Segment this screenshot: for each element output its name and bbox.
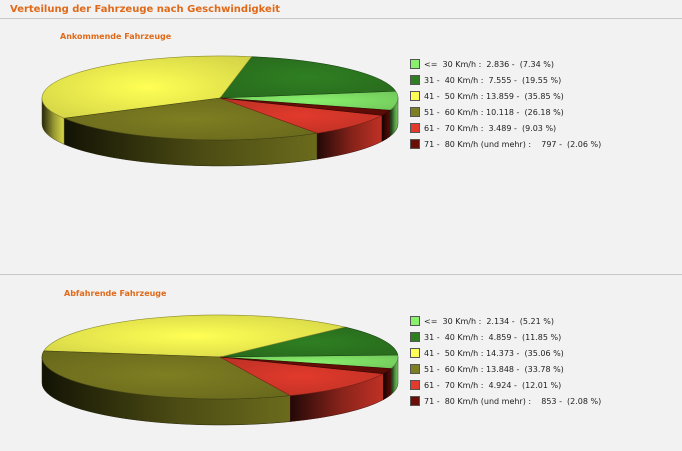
legend-swatch <box>410 75 420 85</box>
legend-item: 61 - 70 Km/h : 3.489 - (9.03 %) <box>410 120 601 136</box>
pie-slice-1-3 <box>41 350 292 400</box>
header-divider <box>0 18 682 19</box>
legend-swatch <box>410 91 420 101</box>
legend-swatch <box>410 123 420 133</box>
pie-slice-1-4 <box>219 356 385 396</box>
pie-slice-0-1 <box>219 56 397 99</box>
legend-label: 61 - 70 Km/h : 3.489 - (9.03 %) <box>424 123 557 133</box>
legend-swatch <box>410 380 420 390</box>
chart-1-title: Ankommende Fahrzeuge <box>60 32 172 41</box>
pie-chart-abfahrende <box>41 314 399 426</box>
legend-swatch <box>410 107 420 117</box>
legend-ankommende: <= 30 Km/h : 2.836 - (7.34 %) 31 - 40 Km… <box>410 56 601 152</box>
legend-item: 61 - 70 Km/h : 4.924 - (12.01 %) <box>410 377 601 393</box>
legend-swatch <box>410 139 420 149</box>
legend-label: 41 - 50 Km/h : 13.859 - (35.85 %) <box>424 91 564 101</box>
pie-chart-ankommende <box>41 55 399 167</box>
legend-label: 31 - 40 Km/h : 7.555 - (19.55 %) <box>424 75 562 85</box>
pie-slice-0-3 <box>62 97 318 141</box>
legend-item: 41 - 50 Km/h : 13.859 - (35.85 %) <box>410 88 601 104</box>
legend-label: <= 30 Km/h : 2.134 - (5.21 %) <box>424 316 554 326</box>
legend-label: 51 - 60 Km/h : 10.118 - (26.18 %) <box>424 107 564 117</box>
legend-item: 31 - 40 Km/h : 4.859 - (11.85 %) <box>410 329 601 345</box>
legend-swatch <box>410 332 420 342</box>
pie-slice-0-5 <box>219 97 392 116</box>
legend-label: 71 - 80 Km/h (und mehr) : 797 - (2.06 %) <box>424 139 602 149</box>
pie-slice-0-4 <box>219 97 384 134</box>
pie-slice-1-2 <box>43 314 346 358</box>
legend-label: 61 - 70 Km/h : 4.924 - (12.01 %) <box>424 380 562 390</box>
pie-slice-1-1 <box>219 326 399 358</box>
legend-swatch <box>410 364 420 374</box>
legend-item: 71 - 80 Km/h (und mehr) : 797 - (2.06 %) <box>410 136 601 152</box>
legend-item: 71 - 80 Km/h (und mehr) : 853 - (2.08 %) <box>410 393 601 409</box>
legend-label: 51 - 60 Km/h : 13.848 - (33.78 %) <box>424 364 564 374</box>
chart-2-title: Abfahrende Fahrzeuge <box>64 289 167 298</box>
legend-item: <= 30 Km/h : 2.134 - (5.21 %) <box>410 313 601 329</box>
legend-item: 31 - 40 Km/h : 7.555 - (19.55 %) <box>410 72 601 88</box>
legend-item: 51 - 60 Km/h : 13.848 - (33.78 %) <box>410 361 601 377</box>
legend-swatch <box>410 316 420 326</box>
legend-label: 41 - 50 Km/h : 14.373 - (35.06 %) <box>424 348 564 358</box>
legend-swatch <box>410 59 420 69</box>
legend-item: 51 - 60 Km/h : 10.118 - (26.18 %) <box>410 104 601 120</box>
page-title: Verteilung der Fahrzeuge nach Geschwindi… <box>10 4 281 15</box>
pie-slice-1-5 <box>219 356 392 375</box>
legend-abfahrende: <= 30 Km/h : 2.134 - (5.21 %) 31 - 40 Km… <box>410 313 601 409</box>
legend-label: 31 - 40 Km/h : 4.859 - (11.85 %) <box>424 332 562 342</box>
legend-label: 71 - 80 Km/h (und mehr) : 853 - (2.08 %) <box>424 396 602 406</box>
legend-label: <= 30 Km/h : 2.836 - (7.34 %) <box>424 59 554 69</box>
pie-slice-0-2 <box>41 55 253 119</box>
section-divider <box>0 274 682 275</box>
legend-swatch <box>410 348 420 358</box>
legend-swatch <box>410 396 420 406</box>
legend-item: 41 - 50 Km/h : 14.373 - (35.06 %) <box>410 345 601 361</box>
legend-item: <= 30 Km/h : 2.836 - (7.34 %) <box>410 56 601 72</box>
